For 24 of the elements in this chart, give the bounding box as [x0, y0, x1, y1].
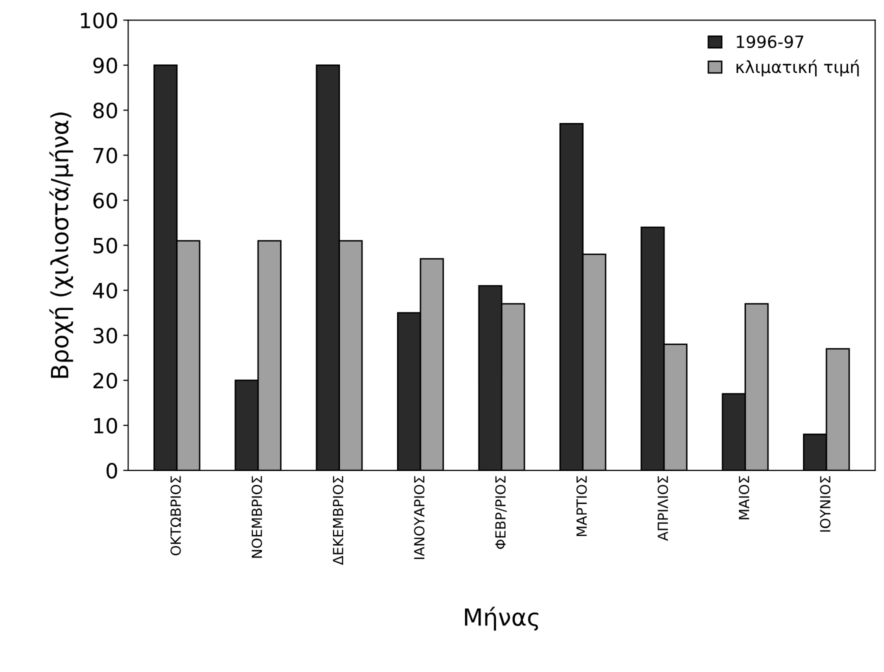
- y-tick-label: 80: [93, 102, 118, 118]
- y-tick-label: 100: [80, 12, 118, 28]
- y-tick-label: 10: [94, 418, 118, 434]
- y-tick-label: 90: [93, 58, 118, 74]
- y-tick-label: 40: [92, 282, 118, 299]
- x-tick-label: ΦΕΒΡ/ΡΙΟΣ: [495, 476, 507, 549]
- y-tick-label: 0: [106, 462, 118, 479]
- x-tick-label: ΔΕΚΕΜΒΡΙΟΣ: [332, 476, 344, 566]
- y-tick-label: 70: [94, 148, 118, 164]
- x-tick-label: ΟΚΤΩΒΡΙΟΣ: [170, 476, 181, 556]
- y-tick-label: 30: [94, 328, 118, 344]
- y-tick-label: 60: [93, 192, 118, 208]
- y-tick-label: 50: [94, 238, 118, 254]
- x-tick-label: ΙΑΝΟΥΑΡΙΟΣ: [414, 476, 425, 559]
- x-tick-label: ΝΟΕΜΒΡΙΟΣ: [252, 476, 262, 558]
- x-tick-label: ΑΠΡΙΛΙΟΣ: [658, 476, 668, 541]
- x-tick-label: ΙΟΥΝΙΟΣ: [820, 476, 830, 532]
- y-axis-title: Βροχή (χιλιοστά/μήνα): [49, 112, 74, 378]
- legend-label: κλιματική τιμή: [736, 60, 859, 76]
- x-tick-label: ΜΑΡΤΙΟΣ: [576, 476, 587, 536]
- legend-label: 1996-97: [736, 35, 804, 48]
- y-tick-label: 20: [93, 372, 118, 389]
- x-tick-label: ΜΑΙΟΣ: [738, 476, 750, 520]
- x-axis-title: Μήνας: [465, 606, 538, 631]
